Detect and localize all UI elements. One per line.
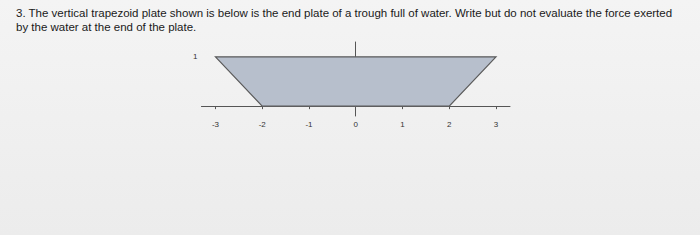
svg-text:-1: -1 [305, 120, 313, 129]
svg-text:0: 0 [353, 120, 358, 129]
svg-text:-3: -3 [212, 120, 220, 129]
svg-text:1: 1 [193, 52, 198, 61]
svg-text:1: 1 [400, 120, 405, 129]
svg-text:-2: -2 [259, 120, 267, 129]
html-text:3. The vertical trapezoid plat: 3. The vertical trapezoid plate shown is… [16, 7, 673, 33]
svg-text:3: 3 [494, 120, 499, 129]
svg-text:2: 2 [447, 120, 452, 129]
